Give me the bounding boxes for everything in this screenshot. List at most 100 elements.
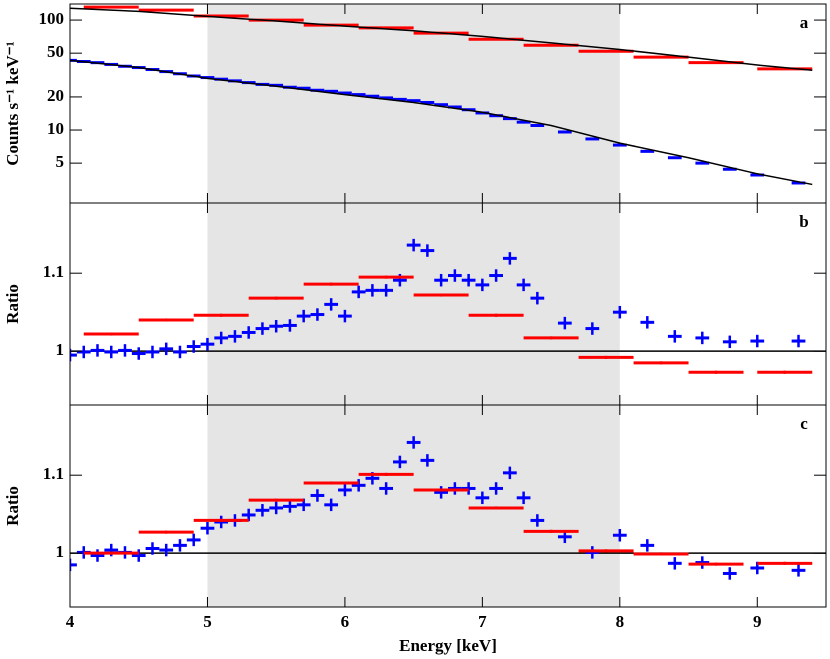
shaded-band — [207, 203, 620, 405]
y-tick-label: 20 — [47, 86, 64, 105]
data-point — [228, 330, 242, 343]
data-point — [667, 330, 682, 343]
data-point — [502, 252, 517, 265]
data-point — [76, 345, 91, 359]
data-point — [530, 514, 545, 527]
x-tick-label: 8 — [616, 612, 625, 631]
data-point — [468, 506, 524, 510]
data-point — [461, 482, 476, 495]
data-point — [365, 284, 380, 297]
data-point — [523, 336, 579, 340]
shaded-band — [207, 4, 620, 203]
data-point — [461, 273, 476, 287]
data-point — [145, 345, 160, 359]
data-point — [186, 340, 201, 353]
panel-label: c — [800, 414, 808, 433]
data-point — [324, 498, 339, 512]
data-point — [468, 313, 524, 317]
data-point — [612, 305, 627, 319]
data-point — [612, 529, 627, 542]
data-point — [131, 549, 146, 562]
data-point — [310, 489, 325, 502]
data-point — [90, 549, 105, 562]
data-point — [695, 331, 710, 345]
data-point — [379, 482, 394, 495]
data-point — [516, 278, 531, 292]
y-tick-label: 1 — [56, 340, 65, 359]
y-tick-label: 50 — [47, 42, 64, 61]
data-point — [159, 543, 174, 557]
data-point — [640, 539, 655, 552]
data-point — [523, 529, 579, 533]
x-tick-label: 7 — [478, 612, 487, 631]
data-point — [578, 355, 634, 359]
y-axis-label: Ratio — [3, 284, 22, 324]
data-point — [351, 285, 366, 299]
data-point — [757, 561, 813, 565]
data-point — [640, 316, 655, 329]
data-point — [186, 533, 201, 547]
data-point — [757, 370, 813, 374]
data-point — [351, 479, 366, 492]
data-point — [413, 293, 469, 297]
data-point — [688, 370, 744, 374]
data-point — [200, 521, 215, 535]
data-point — [489, 482, 503, 495]
model-line — [70, 59, 813, 186]
data-point — [448, 269, 462, 282]
data-point — [406, 436, 421, 449]
data-point — [303, 282, 359, 286]
data-point — [248, 296, 304, 300]
data-point — [448, 482, 462, 495]
y-axis-label: Ratio — [3, 486, 22, 526]
data-point — [750, 334, 765, 348]
data-point — [722, 567, 737, 580]
data-point — [193, 518, 249, 522]
data-point — [358, 275, 414, 279]
data-point — [633, 361, 689, 365]
data-point — [475, 491, 490, 505]
model-line — [70, 7, 813, 71]
data-point — [248, 498, 304, 502]
data-point — [791, 334, 806, 348]
plot-area — [70, 405, 826, 607]
data-point — [173, 345, 187, 359]
data-point — [475, 278, 490, 292]
data-point — [667, 557, 682, 570]
data-point — [296, 309, 311, 323]
data-point — [70, 558, 77, 572]
x-tick-label: 6 — [341, 612, 350, 631]
data-point — [83, 551, 139, 555]
y-tick-label: 1.1 — [43, 262, 64, 281]
data-point — [303, 481, 359, 485]
data-point — [324, 298, 339, 311]
data-point — [338, 309, 352, 323]
y-tick-label: 5 — [56, 152, 65, 171]
data-point — [379, 284, 394, 297]
x-tick-label: 9 — [753, 612, 762, 631]
y-tick-label: 100 — [39, 9, 65, 28]
data-point — [434, 486, 448, 499]
data-point — [516, 491, 531, 505]
data-point — [70, 348, 77, 362]
shaded-band — [207, 405, 620, 607]
data-point — [578, 549, 634, 553]
data-point — [159, 342, 174, 356]
data-point — [269, 319, 284, 333]
data-point — [420, 454, 435, 467]
data-point — [200, 337, 215, 351]
data-point — [269, 501, 284, 515]
y-axis-label: Counts s⁻¹ keV⁻¹ — [3, 41, 22, 166]
data-point — [241, 326, 256, 339]
data-point — [358, 472, 414, 476]
data-point — [214, 331, 229, 345]
data-point — [145, 542, 160, 555]
data-point — [283, 500, 297, 513]
data-point — [420, 244, 435, 257]
data-point — [118, 344, 132, 357]
axes-frame — [69, 404, 827, 608]
data-point — [255, 504, 270, 517]
data-point — [413, 488, 469, 492]
data-point — [585, 546, 600, 559]
